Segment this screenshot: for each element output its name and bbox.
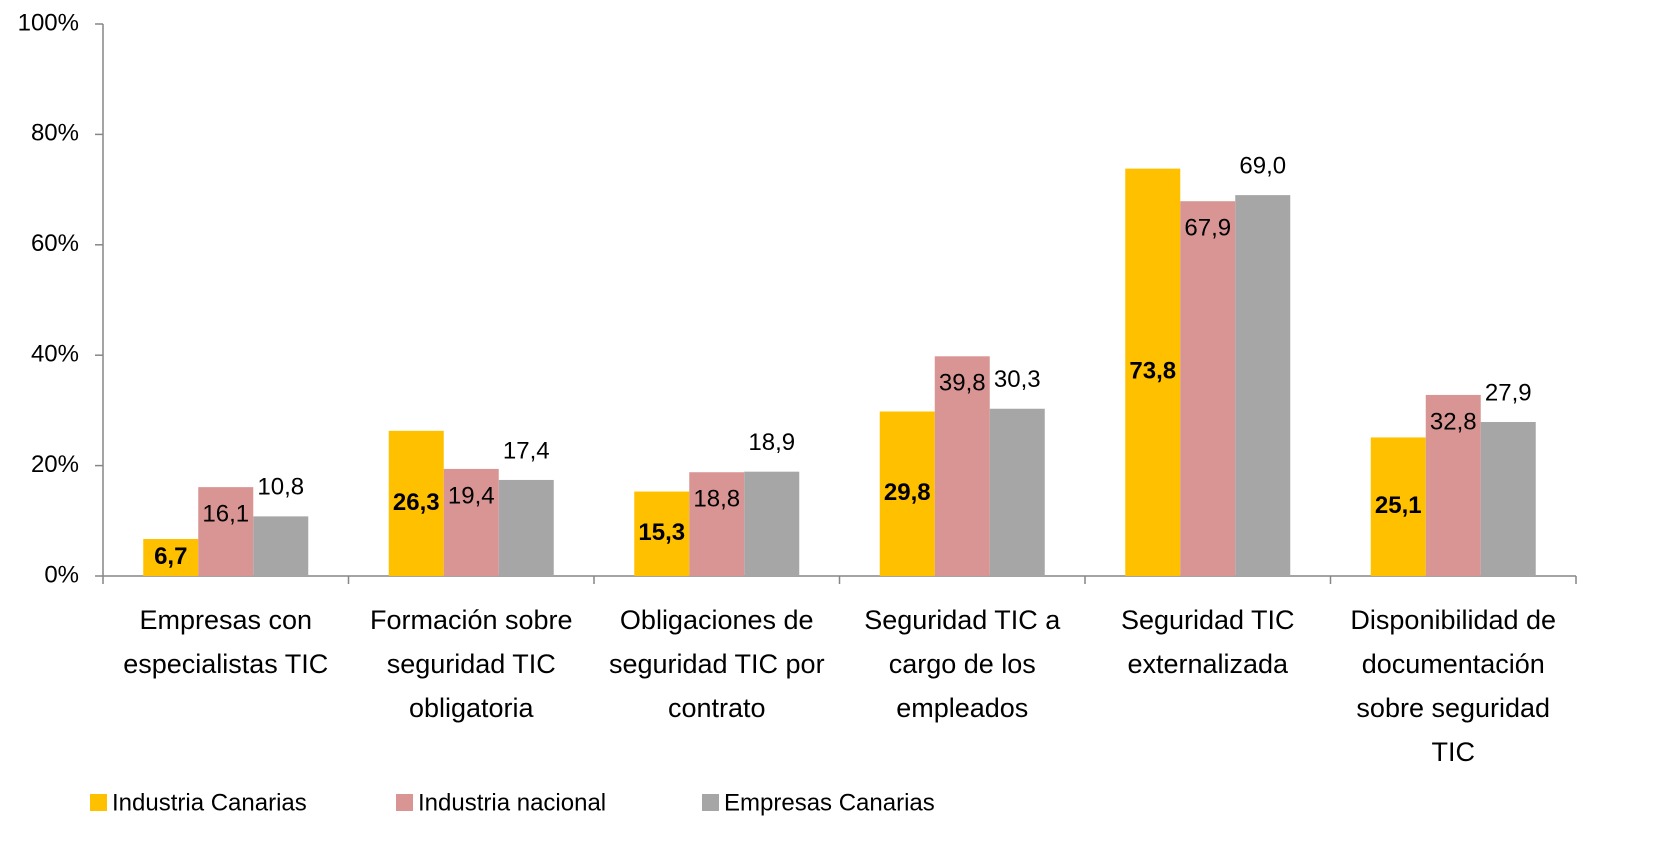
bar <box>989 408 1045 576</box>
data-label: 67,9 <box>1184 215 1231 242</box>
data-label: 18,9 <box>748 429 795 456</box>
bar <box>1480 421 1536 576</box>
x-tick-label: Seguridad TIC a cargo de los empleados <box>864 605 1061 723</box>
legend-label: Empresas Canarias <box>724 789 935 816</box>
bar <box>689 472 745 576</box>
bar <box>443 468 499 576</box>
x-tick-label: Obligaciones de seguridad TIC por contra… <box>608 605 825 723</box>
data-label: 39,8 <box>939 370 986 397</box>
bar <box>744 471 800 576</box>
bar <box>388 430 444 576</box>
data-label: 17,4 <box>503 437 550 464</box>
data-label: 10,8 <box>257 474 304 501</box>
data-label: 73,8 <box>1129 358 1176 385</box>
data-label: 15,3 <box>638 519 685 546</box>
data-label: 29,8 <box>884 479 931 506</box>
y-tick-label: 80% <box>31 120 79 147</box>
data-label: 69,0 <box>1239 152 1286 179</box>
data-label: 25,1 <box>1375 492 1422 519</box>
bar <box>634 491 690 576</box>
data-label: 18,8 <box>693 486 740 513</box>
bar <box>1180 201 1236 576</box>
data-label: 30,3 <box>994 366 1041 393</box>
data-label: 27,9 <box>1485 379 1532 406</box>
data-label: 6,7 <box>154 543 187 570</box>
legend-swatch <box>702 794 719 811</box>
legend-label: Industria Canarias <box>112 789 307 816</box>
x-tick-label: Disponibilidad de documentación sobre se… <box>1350 605 1557 767</box>
y-tick-label: 0% <box>44 561 79 588</box>
bar <box>1425 394 1481 576</box>
bar <box>1370 437 1426 576</box>
x-tick-label: Empresas con especialistas TIC <box>123 605 329 679</box>
bar <box>1235 195 1291 576</box>
legend-swatch <box>90 794 107 811</box>
y-tick-label: 100% <box>18 9 79 36</box>
data-label: 16,1 <box>202 500 249 527</box>
legend-swatch <box>396 794 413 811</box>
data-label: 26,3 <box>393 489 440 516</box>
bar <box>1125 168 1181 576</box>
bar <box>879 411 935 576</box>
x-tick-label: Formación sobre seguridad TIC obligatori… <box>369 605 573 723</box>
bar <box>253 516 309 576</box>
data-label: 19,4 <box>448 482 495 509</box>
x-tick-label: Seguridad TIC externalizada <box>1120 605 1295 679</box>
bar <box>198 487 254 576</box>
y-tick-label: 20% <box>31 451 79 478</box>
bar <box>143 539 199 576</box>
y-tick-label: 40% <box>31 341 79 368</box>
bar <box>498 479 554 576</box>
data-label: 32,8 <box>1430 408 1477 435</box>
y-tick-label: 60% <box>31 230 79 257</box>
bar <box>934 356 990 576</box>
legend-label: Industria nacional <box>418 789 606 816</box>
